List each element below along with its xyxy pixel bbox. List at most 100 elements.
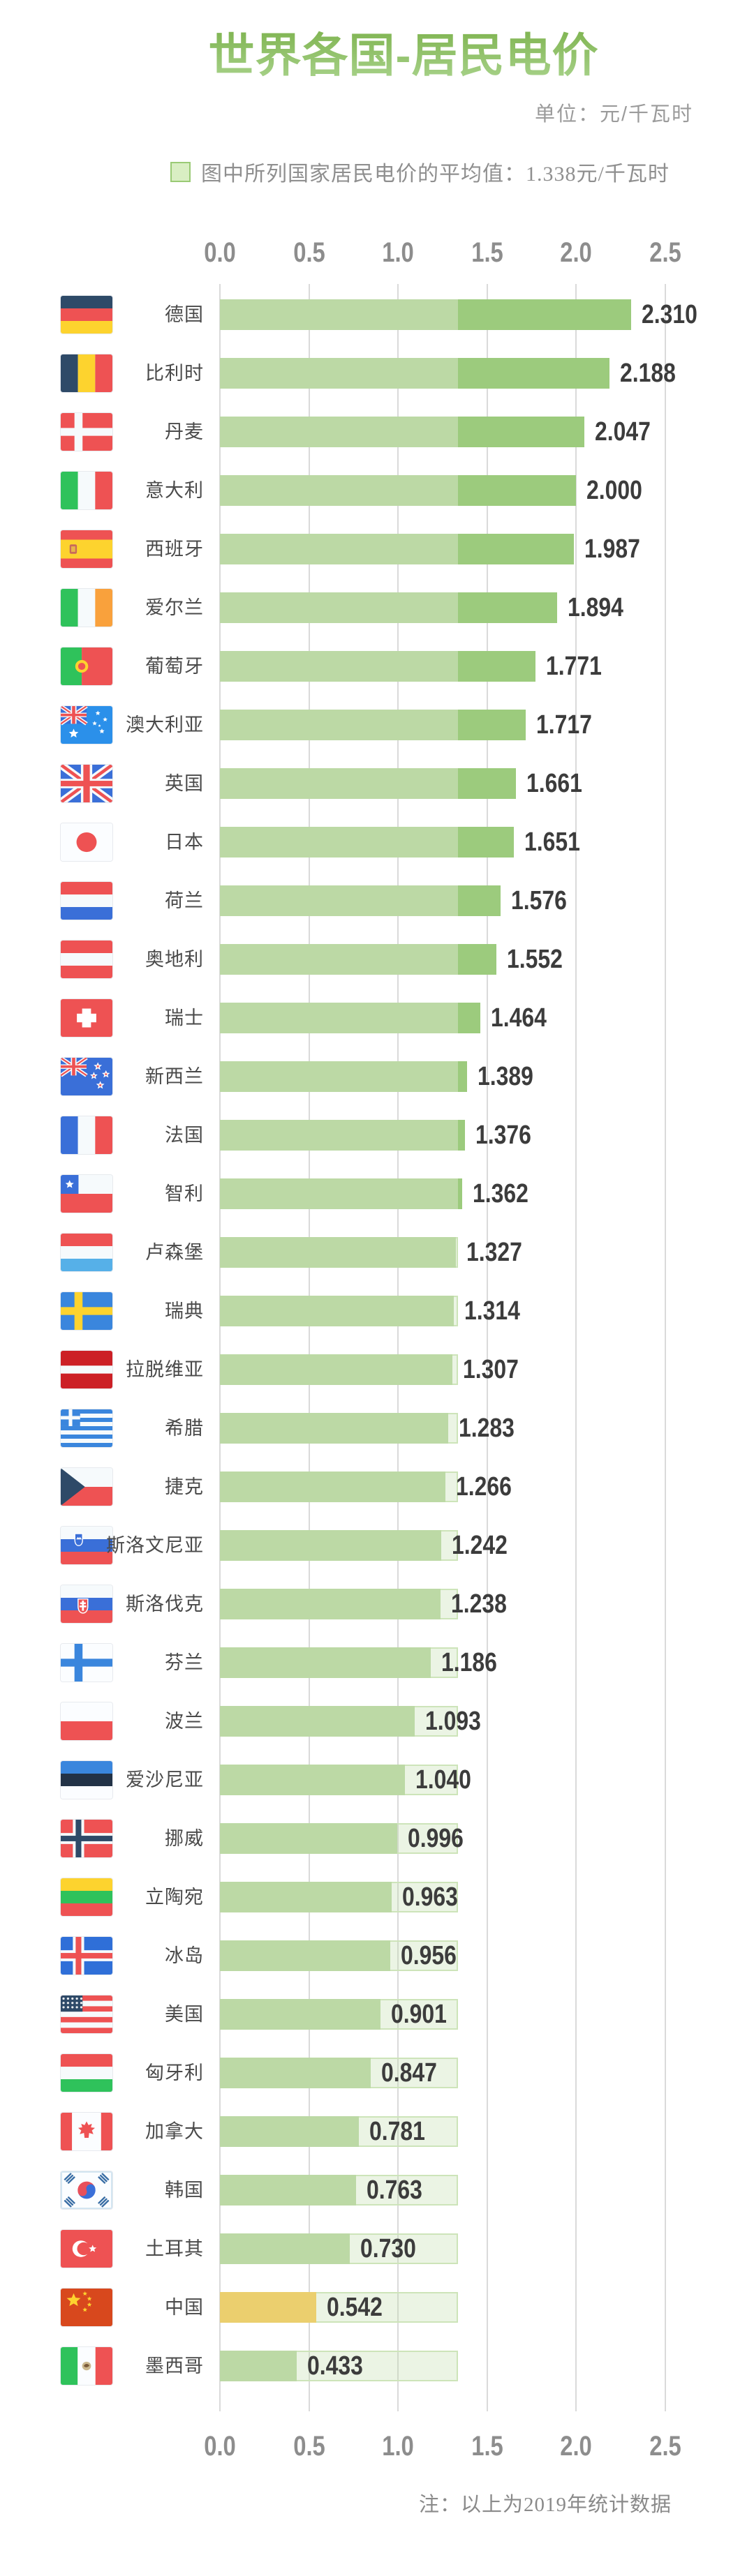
- luxembourg-flag-icon: [61, 1234, 112, 1271]
- country-label: 卢森堡: [145, 1242, 204, 1263]
- bar-value-segment: [220, 2351, 297, 2381]
- lithuania-flag-icon: [61, 1878, 112, 1916]
- x-axis-top-tick-label: 1.5: [471, 237, 503, 268]
- iceland-flag-icon: [61, 1937, 112, 1975]
- country-label: 奥地利: [145, 949, 204, 970]
- value-label: 1.771: [545, 652, 602, 681]
- gridline: [308, 284, 310, 2411]
- gridline: [486, 284, 488, 2411]
- latvia-flag-icon: [61, 1351, 112, 1388]
- value-label: 1.266: [455, 1472, 512, 1502]
- value-label: 1.717: [535, 710, 592, 740]
- country-label: 瑞士: [165, 1008, 204, 1028]
- average-legend-swatch-icon: [170, 161, 191, 182]
- value-label: 0.901: [390, 2000, 447, 2029]
- country-label: 葡萄牙: [145, 656, 204, 677]
- mexico-flag-icon: [61, 2347, 112, 2385]
- value-label: 1.389: [478, 1062, 534, 1091]
- bar-value-segment: [220, 1354, 453, 1385]
- country-label: 捷克: [165, 1476, 204, 1497]
- value-label: 1.376: [475, 1121, 531, 1150]
- country-label: 比利时: [145, 363, 204, 384]
- bar-above-average-segment: [458, 768, 516, 799]
- bar-value-segment: [220, 2233, 350, 2264]
- sweden-flag-icon: [61, 1292, 112, 1330]
- country-label: 拉脱维亚: [126, 1359, 204, 1380]
- country-label: 土耳其: [145, 2238, 204, 2259]
- slovakia-flag-icon: [61, 1585, 112, 1623]
- bar-average-base-segment: [220, 885, 459, 916]
- bar-average-base-segment: [220, 1061, 459, 1092]
- value-label: 1.186: [441, 1648, 498, 1677]
- country-label: 法国: [165, 1125, 204, 1146]
- estonia-flag-icon: [61, 1761, 112, 1799]
- gridline: [664, 284, 666, 2411]
- value-label: 1.238: [450, 1589, 507, 1619]
- x-axis-bottom-tick-label: 1.0: [382, 2431, 414, 2462]
- bar-above-average-segment: [458, 417, 584, 447]
- bar-above-average-segment: [458, 1061, 468, 1092]
- value-label: 0.963: [401, 1882, 458, 1912]
- bar-above-average-segment: [458, 1120, 465, 1151]
- spain-flag-icon: [61, 530, 112, 568]
- bar-average-base-segment: [220, 592, 459, 623]
- gridline: [575, 284, 577, 2411]
- country-label: 意大利: [145, 480, 204, 501]
- uk-flag-icon: [61, 765, 112, 802]
- bar-value-segment: [220, 2175, 356, 2206]
- bar-above-average-segment: [458, 475, 576, 506]
- country-label: 荷兰: [165, 890, 204, 911]
- bar-above-average-segment: [458, 651, 535, 682]
- bar-above-average-segment: [458, 885, 501, 916]
- bar-value-segment: [220, 1940, 390, 1971]
- average-legend: 图中所列国家居民电价的平均值：1.338元/千瓦时: [170, 156, 670, 187]
- bar-average-base-segment: [220, 827, 459, 858]
- country-label: 加拿大: [145, 2121, 204, 2142]
- value-label: 1.362: [473, 1179, 529, 1208]
- bar-above-average-segment: [458, 534, 574, 564]
- bar-value-segment: [220, 1706, 415, 1737]
- denmark-flag-icon: [61, 413, 112, 451]
- bar-above-average-segment: [458, 1003, 481, 1033]
- value-label: 2.000: [586, 476, 642, 505]
- value-label: 1.894: [568, 593, 623, 622]
- x-axis-bottom-tick-label: 1.5: [471, 2431, 503, 2462]
- country-label: 立陶宛: [145, 1887, 204, 1908]
- value-label: 1.093: [424, 1707, 481, 1736]
- footnote: 注：以上为2019年统计数据: [418, 2494, 672, 2516]
- country-label: 斯洛文尼亚: [106, 1535, 204, 1556]
- value-label: 1.327: [466, 1238, 523, 1267]
- bar-average-base-segment: [220, 710, 459, 740]
- bar-value-segment: [220, 1882, 392, 1912]
- country-label: 智利: [165, 1183, 204, 1204]
- country-label: 丹麦: [165, 421, 204, 442]
- x-axis-top-tick-label: 2.0: [560, 237, 592, 268]
- country-label: 冰岛: [165, 1945, 204, 1966]
- bar-average-base-segment: [220, 1003, 459, 1033]
- country-label: 西班牙: [145, 539, 204, 560]
- bar-value-segment: [220, 1999, 380, 2030]
- chile-flag-icon: [61, 1175, 112, 1213]
- switzerland-flag-icon: [61, 999, 112, 1037]
- usa-flag-icon: [61, 1995, 112, 2033]
- portugal-flag-icon: [61, 647, 112, 685]
- x-axis-bottom-tick-label: 2.0: [560, 2431, 592, 2462]
- bar-above-average-segment: [458, 1178, 463, 1209]
- country-label: 墨西哥: [145, 2356, 204, 2376]
- value-label: 0.433: [307, 2351, 364, 2381]
- country-label: 希腊: [165, 1418, 204, 1439]
- hungary-flag-icon: [61, 2054, 112, 2092]
- value-label: 1.651: [524, 828, 580, 857]
- x-axis-top-tick-label: 2.5: [649, 237, 681, 268]
- value-label: 2.310: [642, 300, 697, 329]
- country-label: 爱沙尼亚: [126, 1769, 204, 1790]
- austria-flag-icon: [61, 941, 112, 978]
- bar-average-base-segment: [220, 299, 459, 330]
- bar-value-segment: [220, 2292, 317, 2323]
- bar-average-base-segment: [220, 358, 459, 389]
- bar-above-average-segment: [458, 827, 514, 858]
- bar-above-average-segment: [458, 710, 526, 740]
- finland-flag-icon: [61, 1644, 112, 1682]
- bar-average-base-segment: [220, 475, 459, 506]
